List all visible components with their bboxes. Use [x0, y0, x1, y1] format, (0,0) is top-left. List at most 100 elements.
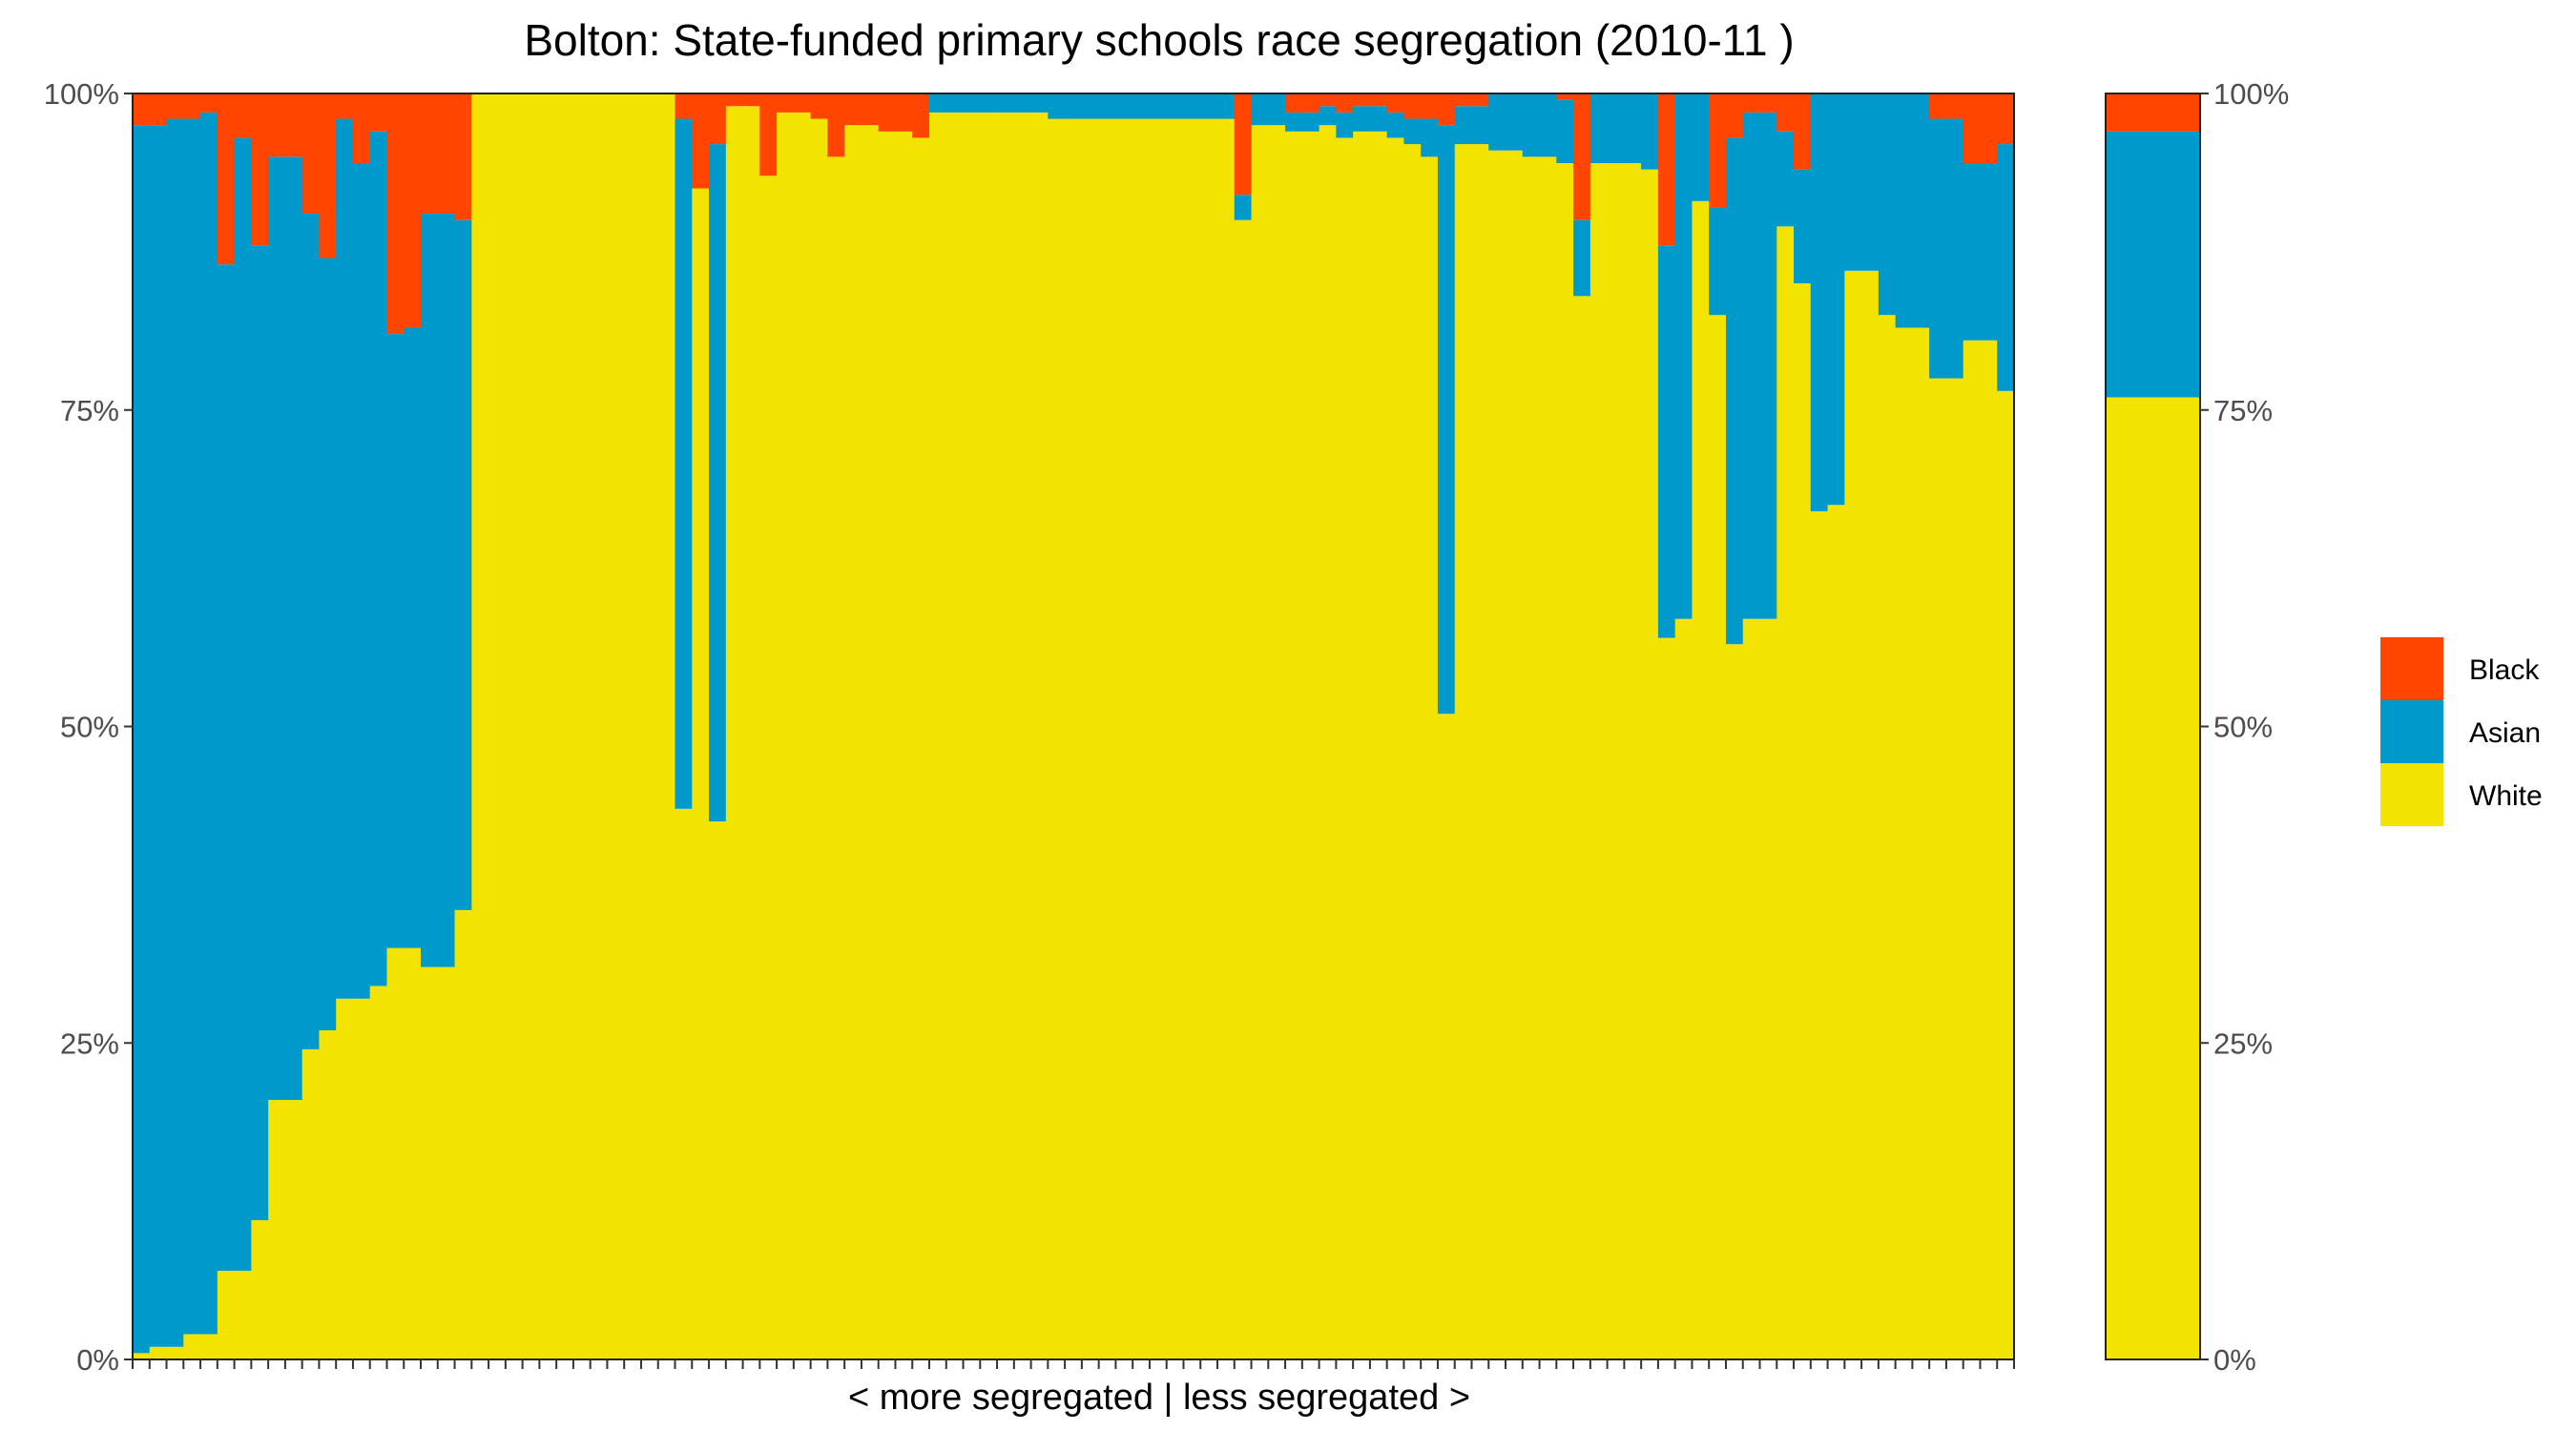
bar-white-44 [861, 125, 880, 1359]
bar-asian-8 [251, 245, 269, 1221]
bar-asian-90 [1641, 93, 1659, 170]
bar-asian-97 [1759, 112, 1777, 619]
bar-white-41 [810, 118, 828, 1359]
x-axis-label: < more segregated | less segregated > [848, 1378, 1470, 1418]
left-y-axis: 0% 25% 50% 75% 100% [44, 77, 133, 1377]
bar-white-110 [1980, 340, 1998, 1359]
bar-white-23 [505, 93, 524, 1359]
bar-black-15 [369, 93, 387, 132]
bar-white-70 [1301, 131, 1320, 1359]
bar-white-40 [793, 112, 812, 1359]
bar-asian-62 [1166, 93, 1184, 119]
legend-swatch-black [2380, 637, 2443, 700]
bar-white-4 [183, 1334, 201, 1359]
bar-black-42 [827, 93, 845, 157]
bar-white-6 [217, 1271, 236, 1359]
bar-black-17 [404, 93, 422, 328]
bar-white-35 [709, 821, 727, 1359]
bar-black-46 [895, 93, 913, 132]
bar-asian-95 [1725, 137, 1744, 645]
bar-black-1 [133, 93, 151, 126]
bar-black-109 [1963, 93, 1981, 163]
bar-white-27 [572, 93, 592, 1359]
bar-black-79 [1454, 93, 1472, 107]
bar-asian-86 [1573, 219, 1591, 297]
bar-black-14 [352, 93, 371, 163]
bar-white-63 [1183, 118, 1201, 1359]
bar-white-43 [844, 125, 862, 1359]
bar-asian-110 [1980, 162, 1998, 341]
bar-white-81 [1488, 150, 1506, 1360]
bar-white-8 [251, 1220, 269, 1359]
bar-white-47 [912, 137, 930, 1360]
bar-asian-91 [1657, 245, 1676, 638]
legend-swatch-white [2380, 763, 2443, 826]
bar-white-16 [386, 947, 405, 1359]
bar-asian-14 [352, 162, 371, 999]
bar-black-44 [861, 93, 880, 126]
bar-black-2 [149, 93, 168, 126]
bar-asian-82 [1506, 93, 1524, 151]
bar-black-9 [268, 93, 286, 157]
bar-black-5 [200, 93, 218, 113]
bar-asian-64 [1200, 93, 1218, 119]
bar-black-77 [1421, 93, 1439, 119]
bar-asian-76 [1403, 118, 1422, 145]
bar-asian-16 [386, 334, 405, 948]
bar-asian-98 [1776, 131, 1795, 227]
bar-black-73 [1353, 93, 1371, 107]
bar-asian-19 [437, 214, 456, 967]
bar-white-89 [1624, 162, 1642, 1360]
bar-asian-66 [1234, 195, 1253, 220]
bar-asian-12 [319, 258, 337, 1030]
left-y-tick-label: 75% [60, 394, 119, 427]
bar-asian-96 [1742, 112, 1761, 619]
bar-asian-52 [997, 93, 1015, 113]
bar-white-83 [1522, 156, 1541, 1360]
bar-asian-56 [1065, 93, 1083, 119]
left-y-tick-label: 25% [60, 1027, 119, 1060]
bar-asian-1 [133, 125, 151, 1354]
bar-white-53 [1013, 112, 1032, 1359]
bar-asian-58 [1098, 93, 1116, 119]
bar-asian-109 [1963, 162, 1981, 341]
bar-asian-4 [183, 118, 201, 1335]
bar-black-94 [1709, 93, 1727, 208]
bar-black-96 [1742, 93, 1761, 113]
bar-asian-73 [1353, 106, 1371, 132]
bar-asian-65 [1217, 93, 1236, 119]
bar-asian-55 [1048, 93, 1066, 119]
bar-black-97 [1759, 93, 1777, 113]
bar-white-111 [1997, 390, 2015, 1360]
bar-asian-75 [1386, 112, 1404, 138]
bar-asian-106 [1912, 93, 1930, 328]
bar-asian-33 [675, 118, 693, 809]
legend-label-asian: Asian [2469, 717, 2541, 749]
bar-black-74 [1369, 93, 1388, 107]
bar-white-26 [556, 93, 574, 1359]
bar-white-78 [1437, 714, 1456, 1359]
bar-black-99 [1794, 93, 1812, 170]
bar-asian-2 [149, 125, 168, 1347]
bar-white-66 [1234, 219, 1253, 1360]
bar-white-28 [590, 93, 608, 1359]
bar-white-80 [1471, 144, 1489, 1360]
bar-white-14 [352, 998, 371, 1359]
bar-asian-70 [1301, 112, 1320, 132]
bar-white-2 [149, 1346, 168, 1359]
bar-asian-100 [1810, 93, 1829, 511]
left-y-tick-label: 100% [44, 77, 119, 111]
bar-asian-78 [1437, 125, 1456, 715]
bar-white-73 [1353, 131, 1371, 1359]
bar-white-11 [301, 1048, 320, 1359]
bar-white-3 [166, 1346, 184, 1359]
bar-white-51 [980, 112, 998, 1359]
bar-asian-77 [1421, 118, 1439, 157]
legend-label-black: Black [2469, 654, 2540, 686]
bar-black-8 [251, 93, 269, 246]
bar-black-91 [1657, 93, 1676, 246]
bar-asian-61 [1149, 93, 1168, 119]
bar-asian-49 [945, 93, 965, 113]
bar-asian-35 [709, 144, 727, 822]
bar-black-20 [454, 93, 472, 220]
